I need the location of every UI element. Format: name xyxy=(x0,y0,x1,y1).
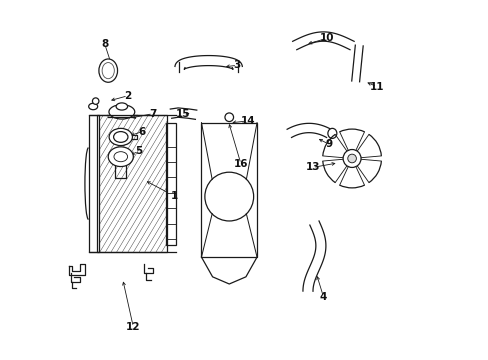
Ellipse shape xyxy=(88,103,98,110)
Ellipse shape xyxy=(99,59,117,82)
Circle shape xyxy=(343,149,360,167)
Ellipse shape xyxy=(108,147,133,167)
Ellipse shape xyxy=(327,129,336,138)
Text: 13: 13 xyxy=(305,162,319,172)
Text: 10: 10 xyxy=(319,33,333,43)
Bar xyxy=(166,123,176,244)
Text: 7: 7 xyxy=(149,109,157,119)
Bar xyxy=(88,116,99,252)
Ellipse shape xyxy=(102,63,114,79)
Ellipse shape xyxy=(109,129,132,145)
Text: 15: 15 xyxy=(176,109,190,119)
Bar xyxy=(97,116,167,252)
Text: 2: 2 xyxy=(124,91,131,101)
Ellipse shape xyxy=(109,105,135,119)
Circle shape xyxy=(347,154,356,163)
Text: 3: 3 xyxy=(233,60,241,70)
Text: 16: 16 xyxy=(233,159,247,169)
Text: 1: 1 xyxy=(171,191,178,201)
Circle shape xyxy=(92,98,99,104)
Circle shape xyxy=(224,113,233,122)
Ellipse shape xyxy=(114,152,127,162)
Text: 14: 14 xyxy=(240,116,255,126)
Text: 6: 6 xyxy=(139,127,145,136)
Ellipse shape xyxy=(116,103,127,110)
Bar xyxy=(97,116,167,252)
Text: 4: 4 xyxy=(319,292,326,302)
Text: 9: 9 xyxy=(325,139,332,149)
Bar xyxy=(201,123,257,257)
Text: 8: 8 xyxy=(101,39,108,49)
Text: 5: 5 xyxy=(135,146,142,156)
Ellipse shape xyxy=(113,132,128,142)
Text: 12: 12 xyxy=(126,322,140,332)
Text: 11: 11 xyxy=(369,82,384,92)
Circle shape xyxy=(204,172,253,221)
